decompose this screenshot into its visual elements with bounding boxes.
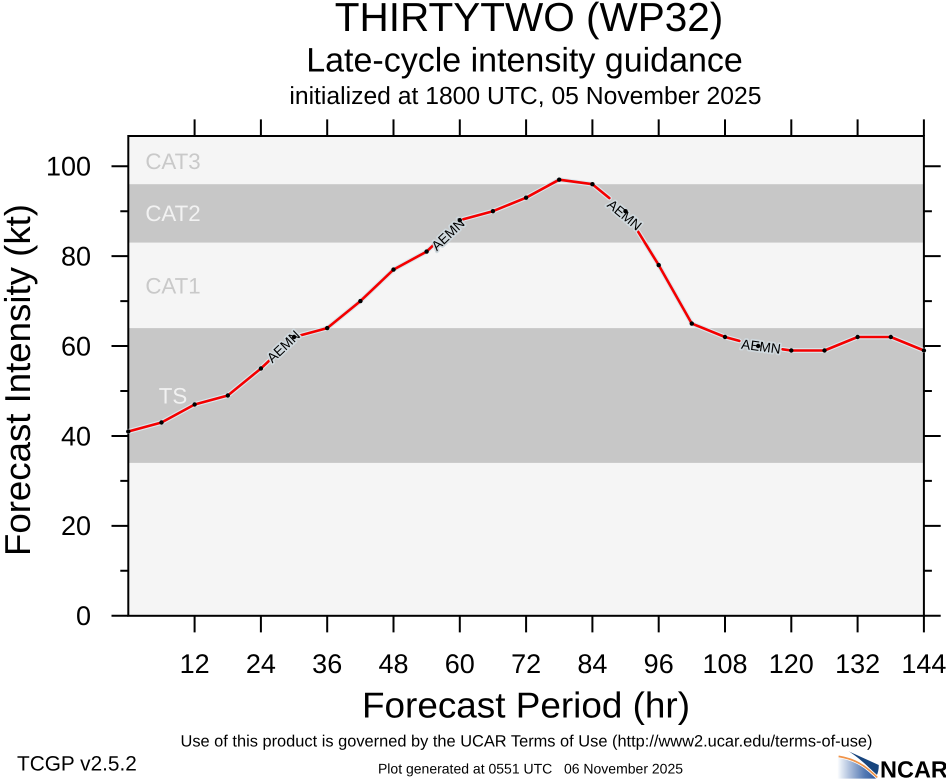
- svg-text:144: 144: [901, 649, 946, 679]
- svg-text:Forecast Intensity (kt): Forecast Intensity (kt): [0, 204, 38, 556]
- svg-text:108: 108: [702, 649, 747, 679]
- svg-text:0: 0: [76, 601, 91, 631]
- svg-text:120: 120: [769, 649, 814, 679]
- svg-text:20: 20: [61, 511, 91, 541]
- svg-text:96: 96: [644, 649, 674, 679]
- svg-text:84: 84: [577, 649, 607, 679]
- svg-text:TS: TS: [159, 384, 188, 409]
- svg-text:80: 80: [61, 241, 91, 271]
- svg-text:40: 40: [61, 421, 91, 451]
- svg-text:NCAR: NCAR: [880, 757, 946, 780]
- svg-text:CAT2: CAT2: [145, 201, 200, 226]
- svg-text:12: 12: [180, 649, 210, 679]
- svg-text:TCGP v2.5.2: TCGP v2.5.2: [17, 752, 137, 775]
- svg-text:48: 48: [378, 649, 408, 679]
- svg-text:72: 72: [511, 649, 541, 679]
- svg-text:24: 24: [246, 649, 276, 679]
- svg-text:initialized at 1800 UTC, 05 No: initialized at 1800 UTC, 05 November 202…: [289, 83, 761, 110]
- svg-text:100: 100: [46, 152, 91, 182]
- svg-text:Plot generated at 0551 UTC 0: Plot generated at 0551 UTC 06 November 2…: [378, 761, 683, 777]
- svg-text:CAT3: CAT3: [145, 149, 200, 174]
- svg-text:Late-cycle intensity guidance: Late-cycle intensity guidance: [306, 42, 743, 80]
- svg-text:132: 132: [835, 649, 880, 679]
- svg-text:36: 36: [312, 649, 342, 679]
- svg-text:60: 60: [61, 331, 91, 361]
- svg-text:AEMN: AEMN: [740, 337, 781, 357]
- svg-text:Use of this product is governe: Use of this product is governed by the U…: [180, 733, 872, 751]
- svg-text:Forecast Period (hr): Forecast Period (hr): [362, 685, 690, 726]
- svg-text:60: 60: [445, 649, 475, 679]
- svg-text:CAT1: CAT1: [145, 274, 200, 299]
- svg-text:THIRTYTWO (WP32): THIRTYTWO (WP32): [335, 0, 724, 40]
